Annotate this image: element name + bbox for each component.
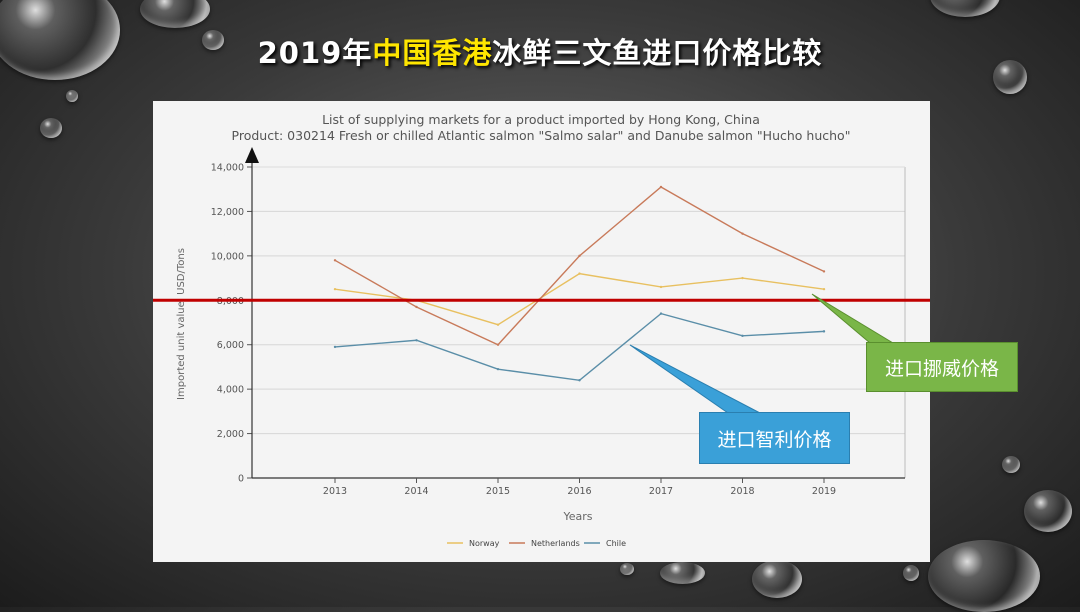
x-tick-label: 2014	[404, 486, 428, 497]
x-tick-label: 2013	[323, 486, 347, 497]
data-point-norway	[741, 276, 744, 280]
legend-label-norway: Norway	[469, 539, 500, 548]
legend-label-netherlands: Netherlands	[531, 539, 580, 548]
y-tick-label: 12,000	[211, 207, 244, 218]
title-prefix: 2019年	[257, 36, 373, 70]
x-tick-label: 2015	[486, 486, 510, 497]
x-tick-label: 2017	[649, 486, 673, 497]
chart-title: List of supplying markets for a product …	[322, 112, 760, 127]
data-point-chile	[822, 330, 826, 333]
x-tick-label: 2019	[812, 486, 836, 497]
droplet-decoration	[928, 540, 1040, 612]
droplet-decoration	[1024, 490, 1072, 532]
legend-label-chile: Chile	[606, 539, 626, 548]
chile-price-callout: 进口智利价格	[699, 412, 850, 464]
droplet-decoration	[660, 562, 705, 584]
droplet-decoration	[752, 560, 802, 598]
title-highlight: 中国香港	[372, 36, 493, 70]
x-tick-label: 2016	[567, 486, 591, 497]
y-axis-label: Imported unit value, USD/Tons	[176, 248, 187, 400]
line-chart: List of supplying markets for a product …	[153, 112, 930, 548]
droplet-decoration	[1002, 456, 1020, 473]
data-point-netherlands	[741, 232, 744, 235]
chile-callout-pointer	[629, 344, 761, 414]
data-point-netherlands	[578, 254, 581, 258]
data-point-chile	[415, 339, 418, 342]
x-tick-label: 2018	[730, 486, 754, 497]
norway-price-callout: 进口挪威价格	[866, 342, 1018, 392]
data-point-chile	[659, 312, 663, 315]
data-point-norway	[496, 323, 500, 326]
y-axis-arrowhead	[245, 147, 259, 163]
chart-panel: List of supplying markets for a product …	[153, 101, 930, 562]
y-tick-label: 14,000	[211, 163, 244, 174]
slide-title: 2019年中国香港冰鲜三文鱼进口价格比较	[0, 30, 1080, 72]
droplet-decoration	[620, 563, 634, 575]
data-point-norway	[659, 285, 663, 289]
y-tick-label: 6,000	[217, 340, 244, 351]
title-suffix: 冰鲜三文鱼进口价格比较	[492, 36, 823, 70]
norway-callout-pointer	[811, 293, 895, 344]
chart-subtitle: Product: 030214 Fresh or chilled Atlanti…	[232, 128, 851, 143]
data-point-chile	[333, 345, 337, 349]
data-point-netherlands	[333, 259, 337, 262]
y-tick-label: 4,000	[217, 385, 244, 396]
data-point-chile	[496, 367, 500, 371]
data-point-norway	[578, 272, 581, 275]
droplet-decoration	[903, 565, 919, 581]
data-point-chile	[741, 334, 744, 338]
data-point-norway	[333, 287, 337, 291]
droplet-decoration	[66, 90, 78, 102]
y-tick-label: 10,000	[211, 251, 244, 262]
y-tick-label: 0	[238, 474, 244, 485]
data-point-netherlands	[496, 343, 500, 346]
data-point-chile	[578, 379, 581, 382]
data-point-netherlands	[415, 305, 418, 309]
x-axis-label: Years	[562, 510, 592, 523]
data-point-netherlands	[822, 270, 826, 273]
droplet-decoration	[40, 118, 62, 138]
data-point-norway	[822, 287, 826, 291]
y-tick-label: 2,000	[217, 429, 244, 440]
droplet-decoration	[993, 60, 1027, 94]
droplet-decoration	[202, 30, 224, 50]
data-point-netherlands	[659, 185, 663, 189]
droplet-decoration	[930, 0, 1000, 17]
